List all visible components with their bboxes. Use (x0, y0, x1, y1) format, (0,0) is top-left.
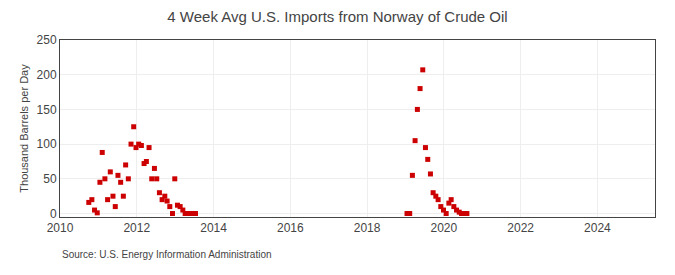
svg-text:Thousand Barrels per Day: Thousand Barrels per Day (18, 64, 30, 193)
svg-text:2024: 2024 (584, 221, 611, 235)
svg-text:2014: 2014 (200, 221, 227, 235)
svg-text:2020: 2020 (431, 221, 458, 235)
svg-text:2010: 2010 (47, 221, 74, 235)
svg-text:4 Week Avg U.S. Imports from N: 4 Week Avg U.S. Imports from Norway of C… (167, 8, 507, 25)
svg-text:2012: 2012 (123, 221, 150, 235)
svg-text:250: 250 (37, 33, 57, 47)
svg-text:50: 50 (43, 172, 57, 186)
svg-text:0: 0 (50, 207, 57, 221)
svg-text:Source: U.S. Energy Informatio: Source: U.S. Energy Information Administ… (62, 249, 272, 260)
svg-text:2016: 2016 (277, 221, 304, 235)
svg-text:2018: 2018 (354, 221, 381, 235)
svg-text:2022: 2022 (507, 221, 534, 235)
svg-text:150: 150 (37, 103, 57, 117)
svg-text:200: 200 (37, 68, 57, 82)
svg-text:100: 100 (37, 137, 57, 151)
